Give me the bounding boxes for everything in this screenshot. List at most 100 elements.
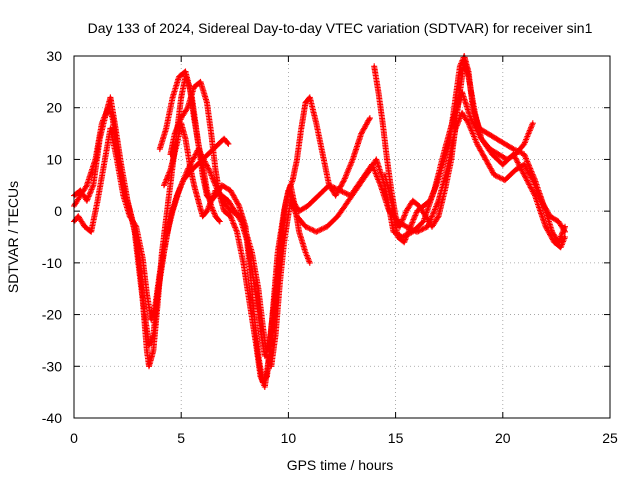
data-point xyxy=(441,163,444,166)
data-point xyxy=(471,106,474,109)
x-tick-label: 10 xyxy=(281,430,297,446)
data-point xyxy=(83,225,86,228)
data-point xyxy=(512,147,515,151)
data-point xyxy=(85,199,89,202)
data-point xyxy=(370,163,374,166)
data-point xyxy=(523,163,526,166)
axis-ticks: 0 5 10 15 20 25 -40 -30 -20 -10 0 10 20 30 xyxy=(42,48,618,446)
data-point xyxy=(424,215,427,218)
data-point xyxy=(377,91,380,94)
data-point xyxy=(469,116,472,120)
data-point xyxy=(563,225,567,228)
data-point xyxy=(115,158,119,161)
data-point xyxy=(557,240,560,244)
data-point xyxy=(158,147,161,151)
data-point xyxy=(122,194,125,197)
data-point xyxy=(505,158,509,161)
series-track-h xyxy=(381,53,568,246)
data-point xyxy=(199,80,202,84)
data-point xyxy=(553,240,556,244)
data-point xyxy=(104,111,108,115)
data-point xyxy=(207,168,211,171)
data-point xyxy=(437,199,440,202)
data-point xyxy=(214,168,217,171)
data-point xyxy=(280,230,284,234)
data-point xyxy=(315,122,318,125)
data-point xyxy=(272,308,275,311)
data-marks xyxy=(71,53,568,390)
data-point xyxy=(242,261,245,265)
y-tick-label: -20 xyxy=(42,307,62,323)
data-point xyxy=(544,225,547,228)
data-point xyxy=(147,365,151,368)
data-point xyxy=(503,178,507,182)
data-point xyxy=(263,354,267,358)
data-point xyxy=(415,230,419,234)
grid-lines xyxy=(74,56,610,418)
data-point xyxy=(79,194,82,197)
y-axis-label: SDTVAR / TECUs xyxy=(5,181,21,293)
data-point xyxy=(493,173,496,177)
data-point xyxy=(402,240,406,244)
data-point xyxy=(422,204,425,208)
data-point xyxy=(192,184,196,187)
data-point xyxy=(259,328,262,332)
data-point xyxy=(443,189,447,192)
data-point xyxy=(523,153,526,156)
data-point xyxy=(437,215,440,218)
x-tick-label: 15 xyxy=(388,430,404,446)
data-point xyxy=(173,132,176,135)
data-point xyxy=(291,178,294,182)
data-point xyxy=(297,230,301,234)
data-point xyxy=(460,111,464,115)
data-point xyxy=(550,230,554,234)
data-point xyxy=(315,230,318,234)
data-point xyxy=(396,235,399,239)
data-point xyxy=(158,272,161,275)
data-point xyxy=(188,163,191,166)
data-point xyxy=(349,194,352,197)
data-point xyxy=(205,194,209,197)
data-point xyxy=(490,153,494,156)
data-point xyxy=(450,158,453,161)
data-point xyxy=(467,70,470,73)
data-point xyxy=(317,194,320,197)
data-point xyxy=(233,209,236,213)
data-point xyxy=(222,209,226,213)
data-point xyxy=(276,266,279,270)
data-point xyxy=(197,199,200,202)
data-point xyxy=(405,225,408,228)
data-point xyxy=(145,349,149,352)
data-point xyxy=(89,230,93,234)
data-point xyxy=(351,158,354,161)
data-point xyxy=(201,173,204,177)
data-point xyxy=(308,261,312,265)
data-point xyxy=(544,209,547,213)
data-point xyxy=(162,184,166,187)
data-point xyxy=(177,189,181,192)
y-tick-label: 0 xyxy=(54,203,62,219)
data-point xyxy=(205,209,209,213)
data-point xyxy=(240,220,243,223)
data-point xyxy=(480,137,483,140)
data-point xyxy=(184,70,187,73)
data-point xyxy=(128,215,131,218)
data-point xyxy=(514,168,517,171)
data-point xyxy=(415,209,419,213)
data-point xyxy=(171,96,174,99)
data-point xyxy=(77,215,80,218)
data-point xyxy=(98,137,101,140)
data-point xyxy=(347,199,350,202)
data-point xyxy=(503,142,507,146)
x-tick-label: 5 xyxy=(177,430,185,446)
data-point xyxy=(220,194,224,197)
data-point xyxy=(501,163,504,166)
data-point xyxy=(385,158,389,161)
data-point xyxy=(164,127,168,130)
data-point xyxy=(321,153,324,156)
data-point xyxy=(79,189,82,192)
data-point xyxy=(96,199,99,202)
y-tick-label: -40 xyxy=(42,410,62,426)
data-point xyxy=(454,96,457,99)
